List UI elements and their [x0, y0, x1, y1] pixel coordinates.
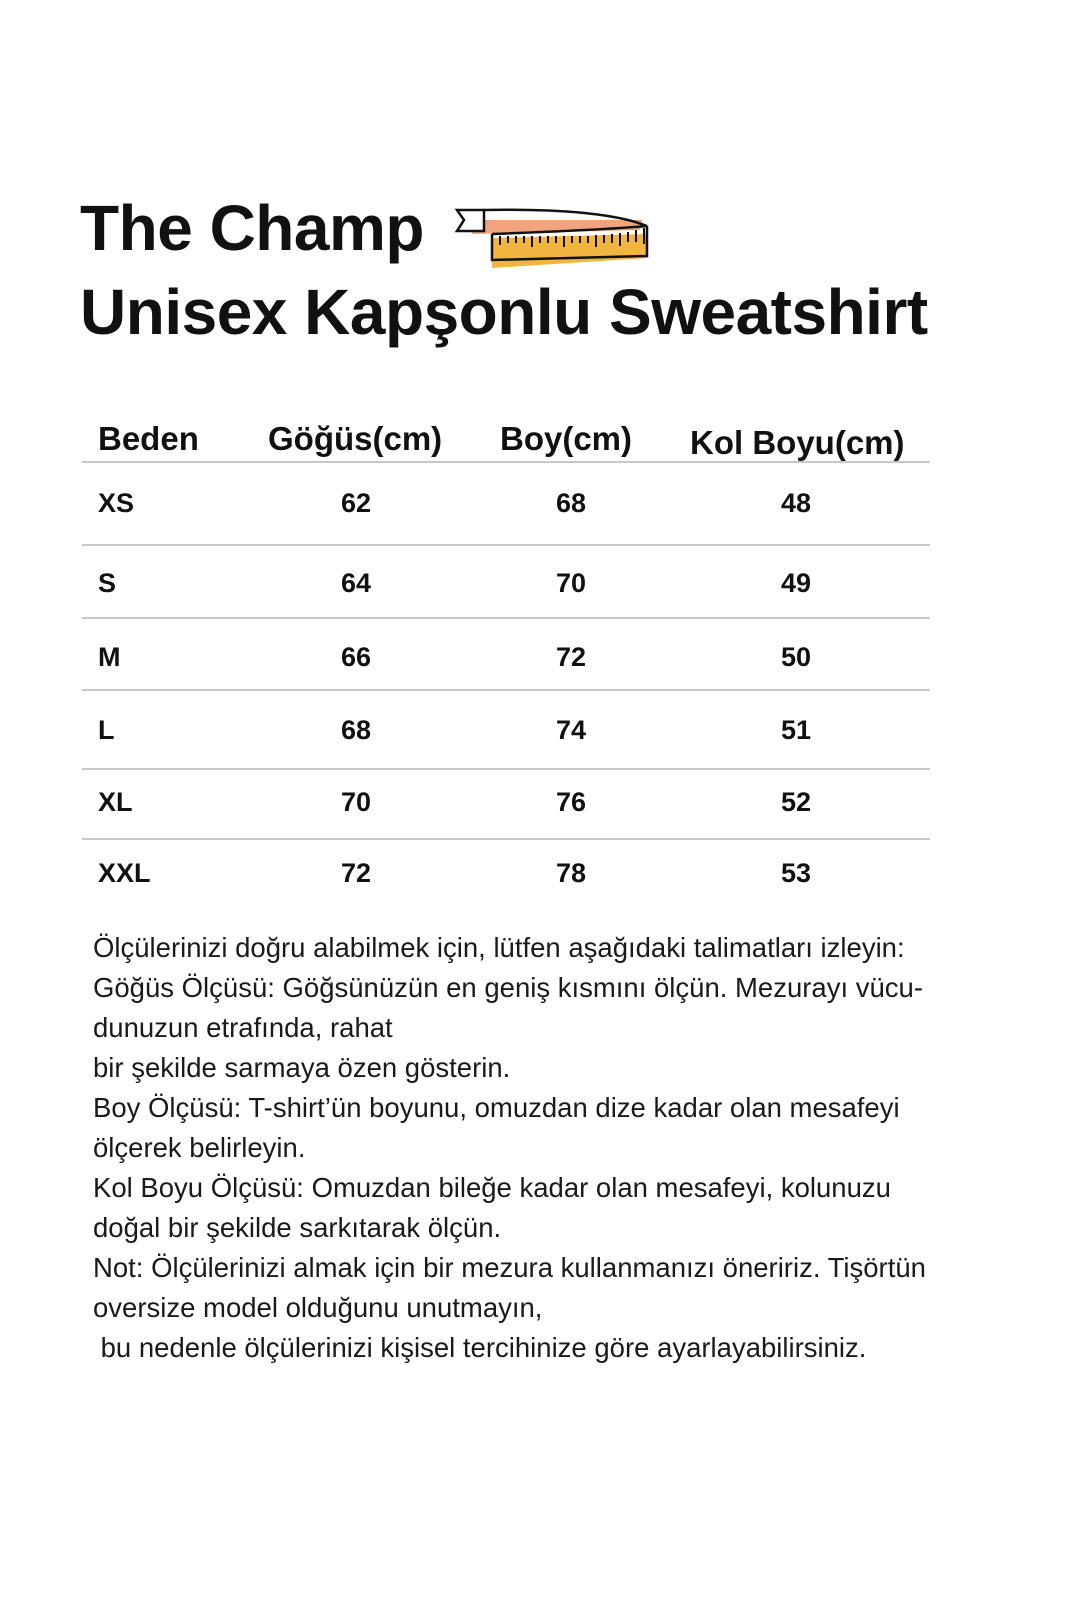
tape-measure-icon [454, 208, 649, 268]
note-line: Göğüs Ölçüsü: Göğsünüzün en geniş kısmın… [93, 972, 923, 1003]
title-line-2: Unisex Kapşonlu Sweatshirt [80, 276, 928, 348]
table-cell: 76 [556, 787, 587, 817]
title-line-1: The Champ [80, 192, 424, 264]
table-cell: 62 [341, 488, 372, 518]
table-cell: 78 [556, 858, 587, 888]
table-cell: S [98, 568, 117, 598]
note-line: bir şekilde sarmaya özen gösterin. [93, 1052, 511, 1083]
header-length: Boy(cm) [500, 420, 633, 457]
note-line: Kol Boyu Ölçüsü: Omuzdan bileğe kadar ol… [93, 1172, 891, 1203]
row-divider [82, 768, 930, 770]
table-cell: 66 [341, 642, 372, 672]
table-cell: 74 [556, 715, 587, 745]
table-cell: 53 [781, 858, 812, 888]
table-cell: 49 [781, 568, 812, 598]
table-cell: 50 [781, 642, 812, 672]
table-cell: XS [98, 488, 135, 518]
table-cell: 51 [781, 715, 812, 745]
measurement-instructions: Ölçülerinizi doğru alabilmek için, lütfe… [93, 928, 993, 1368]
row-divider [82, 689, 930, 691]
table-cell: 72 [341, 858, 372, 888]
table-cell: 48 [781, 488, 812, 518]
table-cell: 52 [781, 787, 812, 817]
header-chest: Göğüs(cm) [268, 420, 443, 457]
table-cell: 70 [556, 568, 587, 598]
table-cell: L [98, 715, 115, 745]
header-size: Beden [98, 420, 199, 457]
table-cell: XL [98, 787, 133, 817]
table-cell: 68 [556, 488, 587, 518]
note-line: Ölçülerinizi doğru alabilmek için, lütfe… [93, 932, 905, 963]
header-divider [82, 461, 930, 463]
row-divider [82, 838, 930, 840]
row-divider [82, 617, 930, 619]
note-line: oversize model olduğunu unutmayın, [93, 1292, 543, 1323]
note-line: doğal bir şekilde sarkıtarak ölçün. [93, 1212, 502, 1243]
table-cell: 64 [341, 568, 372, 598]
table-cell: XXL [98, 858, 151, 888]
note-line: ölçerek belirleyin. [93, 1132, 306, 1163]
table-cell: M [98, 642, 121, 672]
note-line: dunuzun etrafında, rahat [93, 1012, 393, 1043]
table-cell: 68 [341, 715, 372, 745]
header-sleeve: Kol Boyu(cm) [690, 424, 905, 461]
row-divider [82, 544, 930, 546]
note-line: Boy Ölçüsü: T-shirt’ün boyunu, omuzdan d… [93, 1092, 900, 1123]
table-cell: 72 [556, 642, 587, 672]
table-cell: 70 [341, 787, 372, 817]
note-line: bu nedenle ölçülerinizi kişisel tercihin… [93, 1332, 867, 1363]
note-line: Not: Ölçülerinizi almak için bir mezura … [93, 1252, 926, 1283]
